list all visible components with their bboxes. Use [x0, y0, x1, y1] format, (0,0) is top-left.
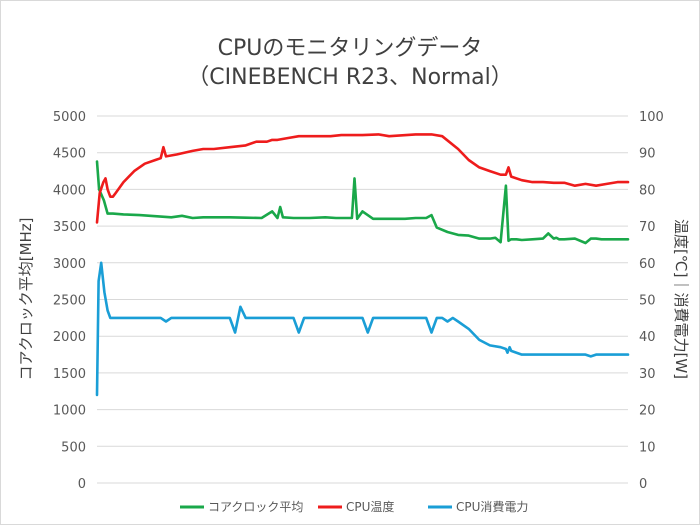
legend-item: CPU消費電力 — [428, 499, 528, 514]
left-tick-label: 0 — [78, 477, 86, 492]
right-tick-label: 50 — [639, 294, 656, 309]
gridlines — [97, 115, 628, 484]
legend-item: コアクロック平均 — [180, 500, 303, 514]
left-tick-label: 5000 — [53, 110, 86, 125]
right-tick-label: 80 — [639, 183, 656, 198]
right-tick-label: 100 — [639, 110, 664, 125]
left-tick-label: 3500 — [53, 220, 86, 235]
series-lines — [95, 133, 630, 397]
legend: コアクロック平均 CPU温度 CPU消費電力 — [180, 499, 528, 514]
legend-item: CPU温度 — [318, 499, 394, 514]
right-tick-label: 0 — [639, 477, 647, 492]
right-tick-label: 60 — [639, 257, 656, 272]
left-tick-label: 4000 — [53, 183, 86, 198]
right-tick-label: 70 — [639, 220, 656, 235]
left-axis-ticks: 0 500 1000 1500 2000 2500 3000 3500 4000 4500 5000 — [53, 110, 86, 492]
left-tick-label: 1500 — [53, 367, 86, 382]
chart-title: CPUのモニタリングデータ — [218, 36, 483, 61]
right-tick-label: 40 — [639, 330, 656, 345]
left-tick-label: 1000 — [53, 404, 86, 419]
left-axis-label: コアクロック平均[MHz] — [17, 217, 35, 380]
right-tick-label: 90 — [639, 147, 656, 162]
series-line-0 — [95, 160, 630, 245]
series-line-2 — [95, 261, 630, 397]
right-tick-label: 30 — [639, 367, 656, 382]
right-axis-label: 温度[℃]｜消費電力[W] — [672, 219, 690, 379]
right-tick-label: 20 — [639, 404, 656, 419]
left-tick-label: 2500 — [53, 294, 86, 309]
left-tick-label: 4500 — [53, 147, 86, 162]
chart-subtitle: （CINEBENCH R23、Normal） — [187, 65, 512, 90]
right-axis-ticks: 0 10 20 30 40 50 60 70 80 90 100 — [639, 110, 664, 492]
left-tick-label: 500 — [61, 440, 86, 455]
left-tick-label: 2000 — [53, 330, 86, 345]
series-line-1 — [95, 133, 630, 224]
legend-label: CPU温度 — [346, 499, 394, 514]
legend-label: コアクロック平均 — [208, 500, 303, 514]
right-tick-label: 10 — [639, 440, 656, 455]
left-tick-label: 3000 — [53, 257, 86, 272]
legend-label: CPU消費電力 — [456, 499, 528, 514]
